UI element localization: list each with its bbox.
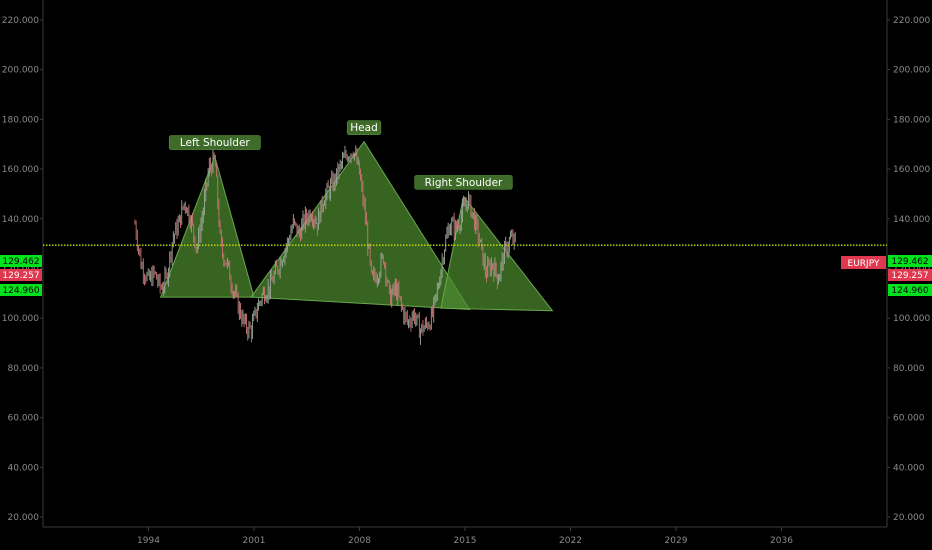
pattern-label-box: [168, 135, 261, 150]
pattern-label-box: [414, 175, 513, 190]
y-tick-label-right: 180.000: [893, 115, 930, 125]
x-tick-label: 2001: [243, 536, 266, 546]
symbol-tag-label: EURJPY: [848, 259, 880, 269]
symbol-tag: [841, 256, 886, 269]
price-tag-label: 129.462: [891, 257, 928, 267]
price-tag: [0, 269, 42, 281]
price-guide-lines: [43, 244, 887, 246]
y-tick-label-right: 220.000: [893, 16, 930, 26]
pattern-label: Right Shoulder: [425, 177, 503, 189]
price-tag-label: 129.257: [2, 271, 39, 281]
price-tag: [0, 255, 42, 267]
x-tick-label: 2022: [559, 536, 582, 546]
y-tick-label-left: 60.000: [8, 414, 40, 424]
x-tick-label: 2029: [665, 536, 688, 546]
y-tick-label-right: 100.000: [893, 314, 930, 324]
x-tick-label: 2015: [454, 536, 477, 546]
y-tick-label-right: 80.000: [893, 364, 925, 374]
y-tick-label-right: 140.000: [893, 215, 930, 225]
y-tick-label-left: 140.000: [2, 215, 39, 225]
price-candles: [134, 145, 516, 345]
y-tick-label-right: 200.000: [893, 66, 930, 76]
y-tick-label-left: 200.000: [2, 66, 39, 76]
price-tag: [888, 255, 932, 267]
price-tag-label: 129.257: [891, 271, 928, 281]
x-tick-label: 1994: [137, 536, 160, 546]
x-tick-label: 2008: [348, 536, 371, 546]
y-tick-label-left: 80.000: [8, 364, 40, 374]
price-tag-label: 124.960: [2, 286, 39, 296]
y-tick-label-left: 180.000: [2, 115, 39, 125]
y-tick-label-left: 100.000: [2, 314, 39, 324]
pattern-label-box: [346, 120, 382, 135]
price-tag: [0, 284, 42, 296]
y-tick-label-left: 160.000: [2, 165, 39, 175]
y-tick-label-left: 40.000: [8, 463, 40, 473]
y-tick-label-right: 160.000: [893, 165, 930, 175]
price-tag: [888, 269, 932, 281]
pattern-label: Left Shoulder: [180, 137, 251, 149]
price-tag: [888, 284, 932, 296]
pattern-triangle[interactable]: [159, 155, 255, 298]
y-tick-label-left: 20.000: [8, 513, 40, 523]
price-tag-label: 129.462: [2, 257, 39, 267]
pattern-label: Head: [350, 122, 377, 134]
y-tick-label-left: 220.000: [2, 16, 39, 26]
x-tick-label: 2036: [770, 536, 793, 546]
pattern-labels: Left Shoulder Head Right Shoulder: [168, 120, 513, 190]
price-tag-label: 124.960: [891, 286, 928, 296]
price-tags: 129.462 129.462 129.257 129.257 124.960 124.9…: [0, 255, 932, 296]
y-tick-label-right: 60.000: [893, 414, 925, 424]
y-tick-label-right: 20.000: [893, 513, 925, 523]
x-axis-labels: 1994 2001 2008 2015 2022 2029 2036: [137, 527, 793, 546]
y-tick-label-right: 40.000: [893, 463, 925, 473]
